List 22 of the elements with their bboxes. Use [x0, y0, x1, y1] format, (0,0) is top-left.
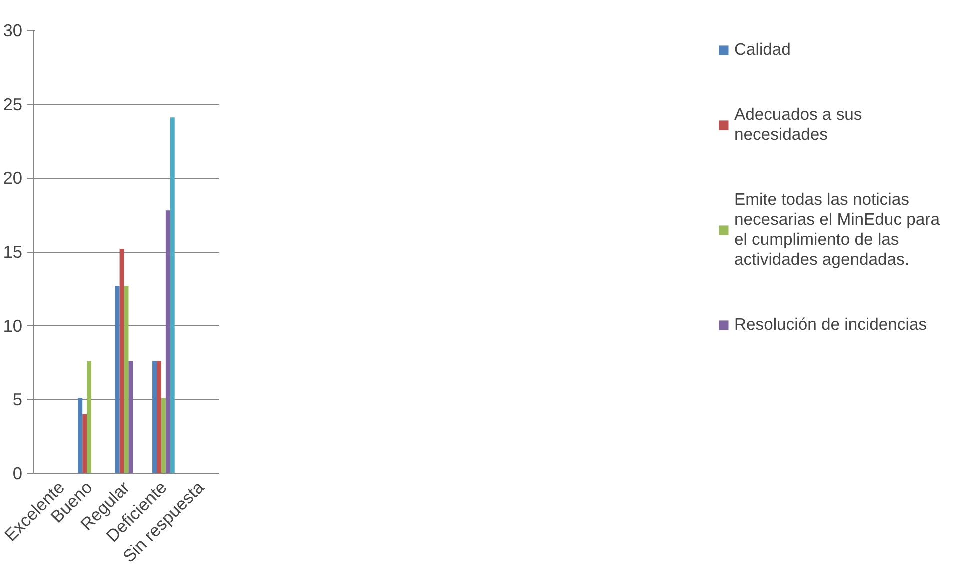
legend-label: Resolución de incidencias [734, 315, 928, 335]
bar [78, 398, 83, 474]
y-tick-label: 15 [3, 242, 23, 262]
legend-label: Adecuados a sus necesidades [734, 105, 862, 145]
bar [161, 398, 166, 474]
bar [157, 361, 162, 474]
legend-label: Emite todas las noticias necesarias el MinEduc para el cumplimiento de las actividades agendadas. [734, 190, 940, 270]
y-tick-label: 0 [12, 464, 23, 484]
bar [152, 361, 158, 474]
bar [120, 249, 124, 474]
bar [87, 361, 92, 474]
y-tick-label: 10 [3, 316, 23, 336]
bar [115, 286, 120, 474]
y-tick-label: 30 [3, 20, 23, 40]
bar [170, 118, 175, 474]
y-tick-label: 25 [3, 94, 23, 114]
y-tick-label: 20 [3, 168, 23, 188]
legend-label: Calidad [734, 40, 791, 60]
bar [82, 414, 88, 474]
bar [166, 210, 170, 474]
y-tick-label: 5 [12, 390, 23, 410]
bar [128, 361, 134, 474]
